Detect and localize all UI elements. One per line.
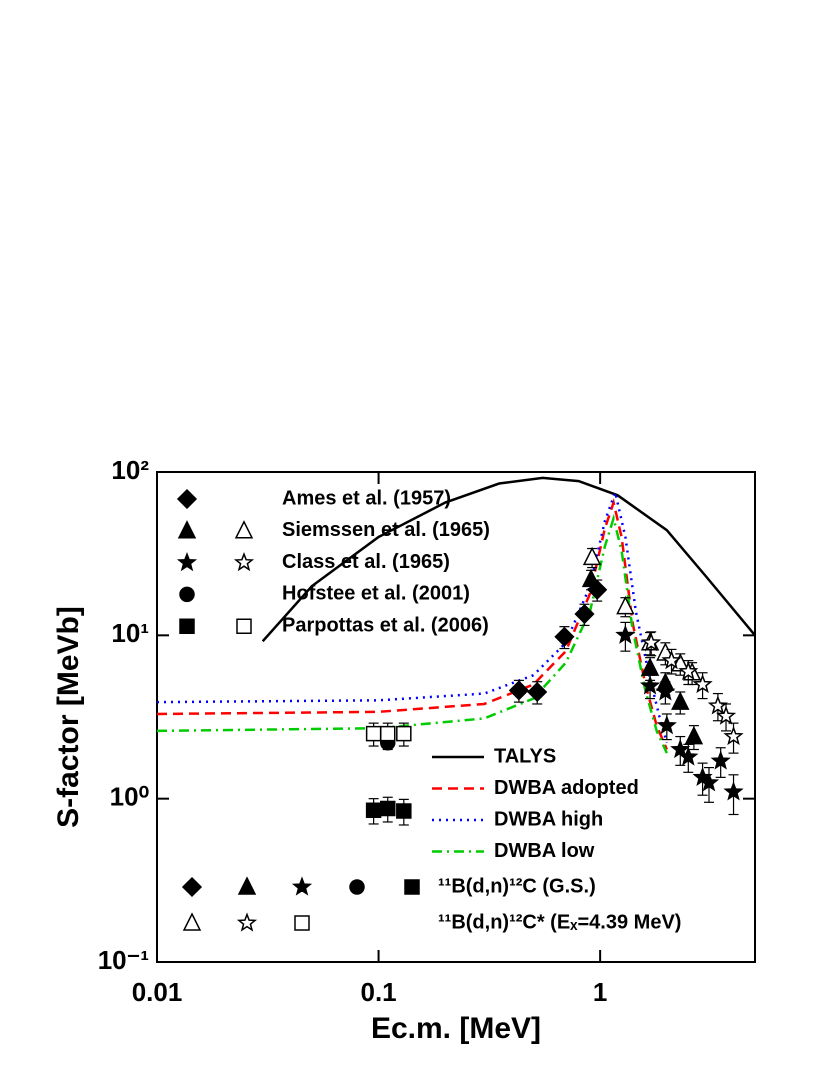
marker (508, 680, 529, 701)
x-tick-label: 0.1 (360, 977, 396, 1007)
legend-marker (404, 879, 420, 895)
x-axis-title: Ec.m. [MeV] (371, 1012, 541, 1045)
marker (582, 546, 602, 566)
marker (715, 705, 737, 725)
legend-marker (234, 520, 254, 539)
legend-marker (181, 876, 203, 898)
marker (639, 675, 661, 695)
curve (261, 476, 755, 643)
marker (574, 603, 595, 625)
legend-marker (237, 876, 257, 895)
marker (723, 725, 744, 746)
marker (678, 746, 699, 766)
marker (379, 725, 396, 742)
legend-marker (179, 618, 195, 634)
marker (692, 673, 713, 694)
marker (396, 725, 412, 742)
legend-note: ¹¹B(d,n)¹²C (G.S.) (438, 875, 596, 897)
plot-frame (156, 471, 756, 963)
legend-label: Ames et al. (1957) (282, 487, 451, 509)
marker (554, 626, 575, 647)
marker (616, 595, 635, 615)
marker (379, 800, 396, 817)
x-tick-label: 0.01 (132, 977, 183, 1007)
legend-marker (179, 586, 195, 603)
legend-label: DWBA high (494, 808, 603, 830)
marker (365, 802, 382, 818)
curve (157, 487, 669, 744)
y-tick-label: 10² (111, 455, 149, 485)
legend-marker (294, 915, 310, 931)
marker (698, 772, 720, 792)
marker (655, 681, 676, 701)
marker (707, 695, 728, 715)
legend-marker (177, 520, 197, 539)
legend-marker (176, 488, 198, 510)
y-tick-label: 10⁰ (110, 782, 149, 812)
x-tick-label: 1 (593, 977, 607, 1007)
marker (670, 738, 691, 759)
legend-note: ¹¹B(d,n)¹²C* (Eₓ=4.39 MeV) (438, 911, 681, 933)
legend-label: DWBA adopted (494, 777, 639, 799)
marker (710, 750, 731, 770)
marker (615, 624, 636, 644)
legend-marker (236, 912, 258, 932)
legend-label: Siemssen et al. (1965) (282, 519, 490, 541)
marker (527, 681, 548, 703)
legend-marker (349, 879, 365, 895)
legend-label: DWBA low (494, 840, 595, 862)
legend-marker (291, 876, 313, 896)
legend-marker (182, 912, 202, 931)
y-tick-label: 10¹ (111, 618, 149, 648)
legend-label: Class et al. (1965) (282, 551, 450, 573)
legend-marker (233, 551, 255, 572)
y-tick-label: 10⁻¹ (98, 945, 149, 975)
marker (684, 725, 704, 745)
marker (723, 781, 744, 801)
marker (640, 657, 660, 676)
marker (656, 715, 677, 735)
legend-label: Parpottas et al. (2006) (282, 614, 489, 636)
marker (641, 632, 662, 652)
marker (396, 803, 412, 819)
legend-label: Hofstee et al. (2001) (282, 583, 470, 605)
marker (661, 650, 682, 670)
legend-marker (176, 551, 198, 572)
marker (678, 660, 699, 681)
marker (671, 691, 690, 710)
y-axis-title: S-factor [MeVb] (52, 606, 85, 828)
legend-marker (236, 618, 252, 634)
legend-label: TALYS (494, 745, 556, 767)
marker (581, 568, 601, 588)
marker (365, 725, 382, 742)
